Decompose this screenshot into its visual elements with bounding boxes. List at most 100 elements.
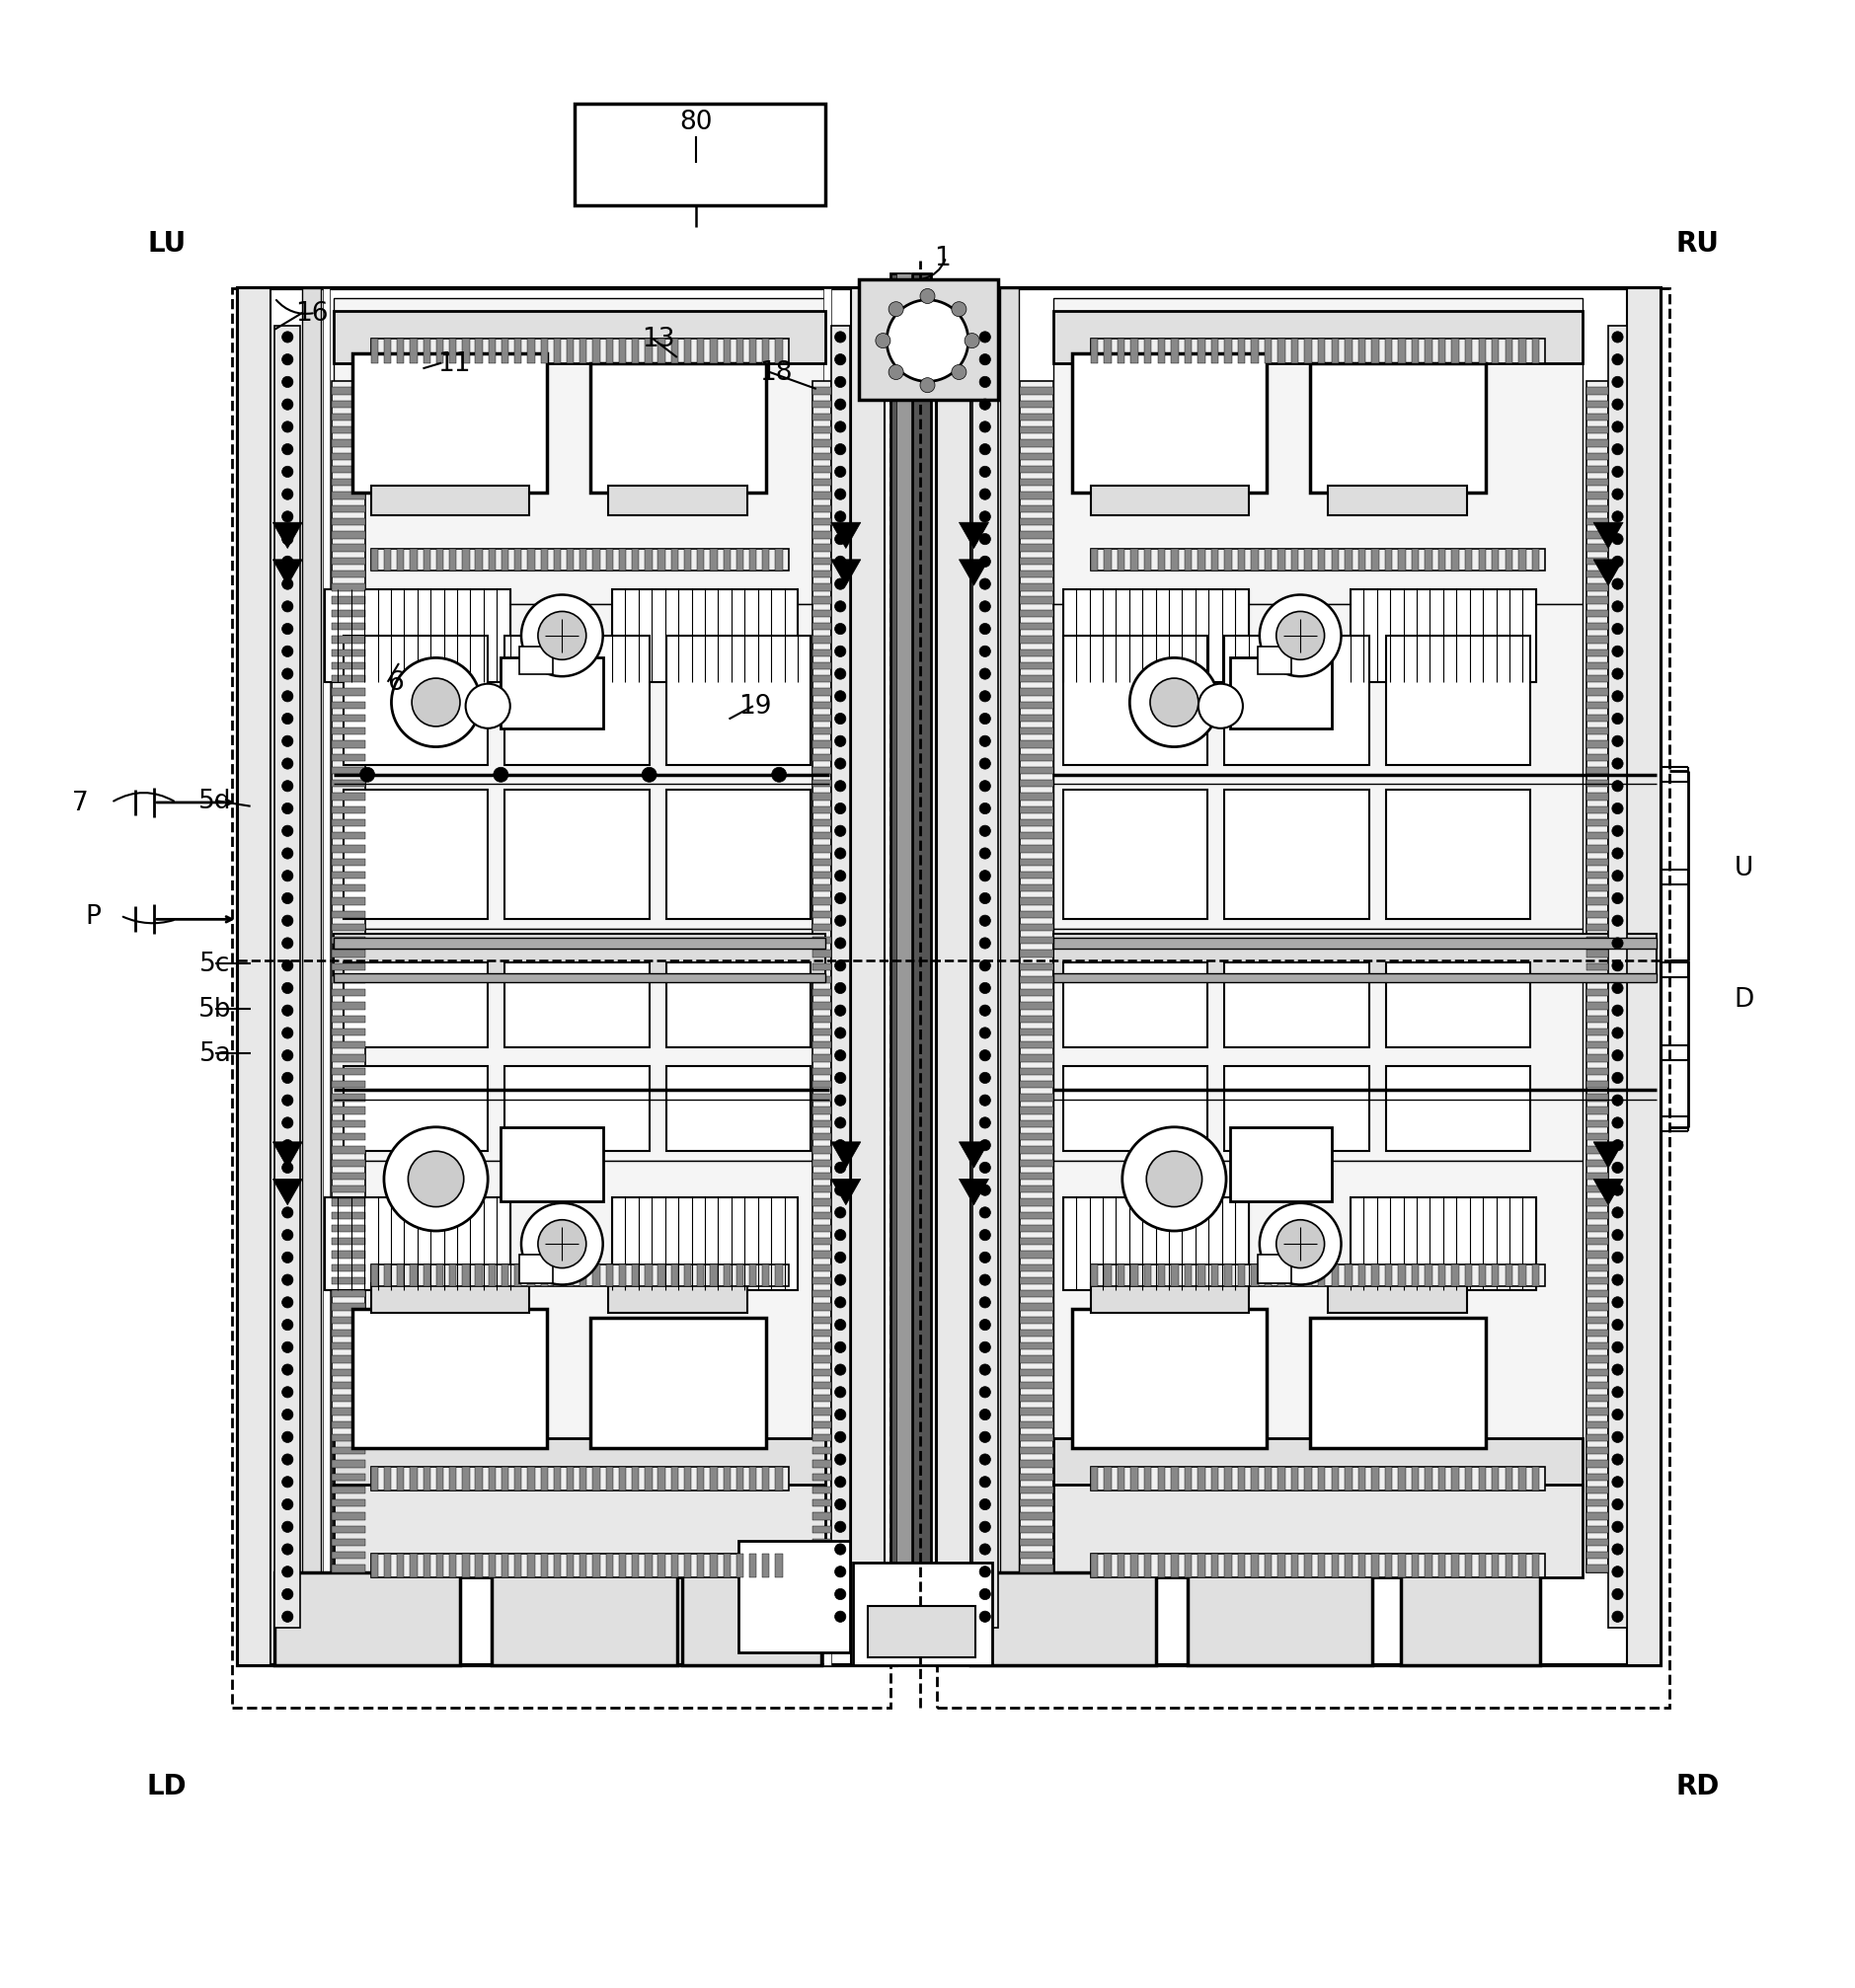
- Bar: [332, 924, 365, 932]
- Bar: [723, 549, 731, 571]
- Bar: [1345, 1555, 1352, 1578]
- Text: 5a: 5a: [198, 1040, 232, 1066]
- Bar: [812, 610, 831, 618]
- Bar: [666, 962, 811, 1048]
- Bar: [475, 549, 482, 571]
- Bar: [1586, 873, 1608, 879]
- Bar: [332, 1173, 365, 1181]
- Bar: [812, 1187, 831, 1193]
- Bar: [1265, 1555, 1273, 1578]
- Bar: [1532, 549, 1540, 571]
- Bar: [1020, 1133, 1054, 1141]
- Circle shape: [979, 557, 991, 569]
- Bar: [1091, 1264, 1545, 1286]
- Bar: [1020, 402, 1054, 408]
- Bar: [371, 1555, 378, 1578]
- Polygon shape: [831, 1179, 861, 1205]
- Bar: [332, 584, 365, 592]
- Circle shape: [835, 668, 846, 680]
- Circle shape: [979, 1409, 991, 1419]
- Polygon shape: [1593, 561, 1623, 586]
- Bar: [1586, 702, 1608, 710]
- Bar: [736, 1467, 744, 1491]
- Bar: [1586, 1213, 1608, 1219]
- Bar: [1198, 340, 1206, 364]
- Bar: [1020, 1553, 1054, 1559]
- Bar: [736, 549, 744, 571]
- Circle shape: [835, 871, 846, 883]
- Text: 1: 1: [935, 245, 950, 270]
- Bar: [1132, 1467, 1139, 1491]
- Circle shape: [979, 445, 991, 455]
- Circle shape: [835, 982, 846, 994]
- Bar: [812, 938, 831, 944]
- Bar: [1358, 549, 1365, 571]
- Bar: [1020, 1499, 1054, 1507]
- Bar: [332, 885, 365, 893]
- Bar: [1091, 1264, 1098, 1286]
- Bar: [1132, 549, 1139, 571]
- Bar: [334, 934, 825, 976]
- Bar: [812, 1565, 831, 1573]
- Bar: [1519, 340, 1527, 364]
- Bar: [1358, 1467, 1365, 1491]
- Bar: [1332, 1467, 1339, 1491]
- Bar: [1586, 624, 1608, 630]
- Bar: [1117, 1467, 1124, 1491]
- Circle shape: [979, 1545, 991, 1555]
- Circle shape: [835, 445, 846, 455]
- Circle shape: [282, 1028, 293, 1040]
- Circle shape: [979, 960, 991, 972]
- Bar: [332, 1382, 365, 1390]
- Circle shape: [835, 825, 846, 837]
- Circle shape: [835, 803, 846, 815]
- Bar: [1586, 1435, 1608, 1441]
- Bar: [1504, 1264, 1512, 1286]
- Bar: [684, 1555, 692, 1578]
- Text: 5c: 5c: [200, 952, 230, 978]
- Circle shape: [835, 849, 846, 859]
- Circle shape: [282, 1453, 293, 1465]
- Bar: [579, 549, 586, 571]
- Bar: [684, 1264, 692, 1286]
- Bar: [1020, 1264, 1054, 1272]
- Bar: [1412, 1467, 1419, 1491]
- Bar: [812, 899, 831, 905]
- Bar: [332, 859, 365, 867]
- Circle shape: [979, 1499, 991, 1511]
- Bar: [492, 1573, 677, 1666]
- Bar: [1158, 340, 1165, 364]
- Bar: [868, 1606, 976, 1658]
- Circle shape: [835, 1545, 846, 1555]
- Circle shape: [282, 421, 293, 433]
- Circle shape: [1612, 938, 1623, 948]
- Bar: [527, 549, 534, 571]
- Circle shape: [979, 781, 991, 791]
- Bar: [1224, 789, 1369, 920]
- Bar: [371, 549, 378, 571]
- Circle shape: [979, 421, 991, 433]
- Bar: [646, 1555, 653, 1578]
- Bar: [1345, 340, 1352, 364]
- Bar: [1371, 1467, 1378, 1491]
- Bar: [1158, 549, 1165, 571]
- Circle shape: [282, 646, 293, 658]
- Bar: [1586, 1539, 1608, 1547]
- Bar: [1586, 1342, 1608, 1350]
- Circle shape: [835, 1567, 846, 1576]
- Circle shape: [979, 692, 991, 702]
- Circle shape: [979, 1028, 991, 1040]
- Bar: [540, 1555, 547, 1578]
- Bar: [1020, 716, 1054, 722]
- Bar: [332, 1002, 365, 1010]
- Bar: [812, 924, 831, 932]
- Bar: [1586, 1487, 1608, 1493]
- Bar: [462, 340, 469, 364]
- Bar: [332, 964, 365, 970]
- Bar: [579, 340, 586, 364]
- Bar: [1386, 549, 1391, 571]
- Circle shape: [1612, 1499, 1623, 1511]
- Bar: [1020, 1342, 1054, 1350]
- Bar: [332, 493, 365, 499]
- Bar: [1020, 833, 1054, 841]
